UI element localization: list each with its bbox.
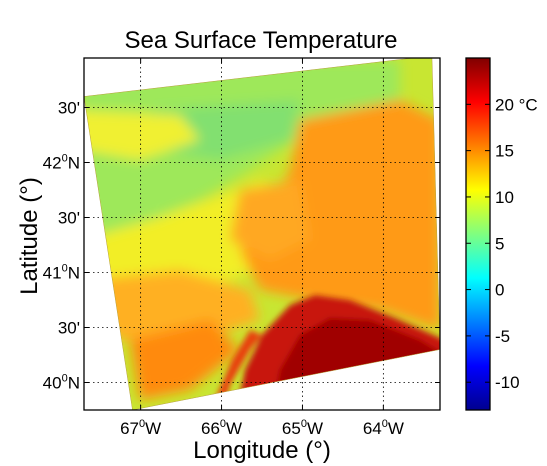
colorbar-fill [466,58,490,410]
y-tick-degree-symbol: 0 [62,263,68,275]
x-tick-degree-symbol: 0 [382,418,388,430]
warm-filaments-south [90,270,260,340]
x-tick-hemisphere: W [388,419,404,438]
warm-filaments-sw [130,320,240,400]
colorbar-tick-label: 10 [495,188,514,207]
y-tick-minutes: 30' [58,319,80,338]
x-tick-hemisphere: W [226,419,242,438]
x-tick-label: 660W [201,418,242,438]
y-tick-hemisphere: N [68,154,80,173]
y-tick-minutes: 30' [58,99,80,118]
sst-heatmap [84,58,440,410]
warm-eddy [230,180,310,260]
colorbar-ticks: -10 -5 0 5 10 15 20 °C [466,95,538,392]
y-tick-label: 410N [43,263,80,283]
colorbar-tick-label: -10 [495,373,520,392]
colorbar-frame [465,57,491,411]
y-tick-degree: 40 [43,374,62,393]
x-tick-label: 650W [282,418,323,438]
x-tick-degree: 67 [120,419,139,438]
x-axis-label: Longitude (°) [193,437,331,464]
x-tick-label: 640W [363,418,404,438]
x-tick-hemisphere: W [307,419,323,438]
x-tick-label: 670W [120,418,161,438]
y-tick-degree-symbol: 0 [62,153,68,165]
y-tick-label: 30' [58,319,80,338]
north-warm-patch [84,110,200,160]
x-tick-degree-symbol: 0 [301,418,307,430]
x-tick-degree: 64 [363,419,382,438]
grid-lines [84,58,440,410]
y-tick-hemisphere: N [68,264,80,283]
colorbar-tick-label: 0 [495,281,504,300]
x-tick-degree: 65 [282,419,301,438]
x-axis-ticks: 670W 660W 650W 640W [120,58,404,438]
y-tick-label: 30' [58,99,80,118]
plot-frame [83,57,441,411]
y-tick-label: 400N [43,373,80,393]
y-tick-label: 420N [43,153,80,173]
x-tick-degree-symbol: 0 [139,418,145,430]
chart-title: Sea Surface Temperature [124,27,397,54]
y-tick-degree-symbol: 0 [62,373,68,385]
y-tick-minutes: 30' [58,209,80,228]
gulf-stream-edge [215,330,262,410]
colorbar-tick-label: 5 [495,234,504,253]
y-tick-degree: 41 [43,264,62,283]
x-tick-degree: 66 [201,419,220,438]
x-tick-hemisphere: W [145,419,161,438]
colorbar-tick-label: 20 °C [495,95,538,114]
y-tick-label: 30' [58,209,80,228]
colorbar-tick-label: 15 [495,142,514,161]
colorbar: -10 -5 0 5 10 15 20 °C [465,57,538,411]
y-tick-hemisphere: N [68,374,80,393]
swath-outline [84,58,440,410]
y-tick-degree: 42 [43,154,62,173]
colorbar-tick-label: -5 [495,327,510,346]
cold-shelf-core [150,100,300,160]
x-tick-degree-symbol: 0 [220,418,226,430]
y-axis-label: Latitude (°) [16,177,43,295]
